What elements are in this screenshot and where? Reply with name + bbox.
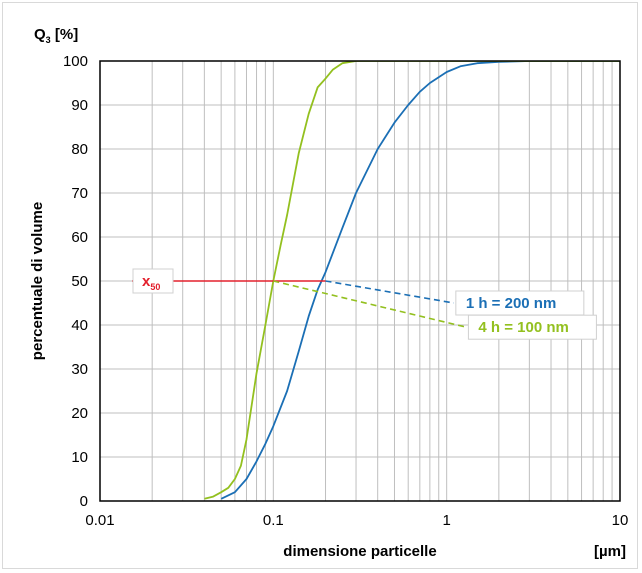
y-tick-label: 10	[71, 449, 88, 466]
x-tick-label: 1	[442, 512, 450, 529]
series-line-1	[220, 61, 620, 500]
series-lines	[204, 61, 620, 500]
callout-label-1: 1 h = 200 nm	[466, 295, 556, 312]
callout-box-1	[455, 290, 585, 316]
y-tick-label: 90	[71, 97, 88, 114]
plot-border	[99, 60, 621, 502]
y-tick-label: 0	[80, 493, 88, 510]
y-axis-title: percentuale di volume	[29, 202, 46, 360]
callout-label-2: 4 h = 100 nm	[478, 319, 568, 336]
x-tick-label: 0.1	[263, 512, 284, 529]
y-axis-unit-label: Q3 [%]	[34, 26, 78, 45]
x-tick-label: 0.01	[85, 512, 114, 529]
callout-box-2	[467, 314, 597, 340]
y-tick-label: 80	[71, 141, 88, 158]
callout-leader-1	[325, 280, 454, 304]
y-tick-label: 40	[71, 317, 88, 334]
y-tick-label: 70	[71, 185, 88, 202]
x-axis-title: dimensione particelle	[283, 543, 436, 560]
x50-label: x50	[142, 273, 160, 292]
x50-label-box	[132, 268, 174, 294]
y-tick-label: 100	[63, 53, 88, 70]
y-tick-label: 60	[71, 229, 88, 246]
y-tick-label: 30	[71, 361, 88, 378]
x50-reference: x50	[132, 268, 326, 294]
x-tick-label: 10	[612, 512, 629, 529]
y-tick-labels: 0 10 20 30 40 50 60 70 80 90 100	[63, 53, 88, 510]
series-line-2	[204, 61, 620, 500]
y-tick-label: 50	[71, 273, 88, 290]
callouts: 1 h = 200 nm 4 h = 100 nm	[273, 280, 597, 340]
callout-leader-2	[273, 280, 467, 328]
x-axis-unit: [µm]	[594, 543, 626, 560]
x-tick-labels: 0.01 0.1 1 10	[85, 512, 628, 529]
y-tick-label: 20	[71, 405, 88, 422]
